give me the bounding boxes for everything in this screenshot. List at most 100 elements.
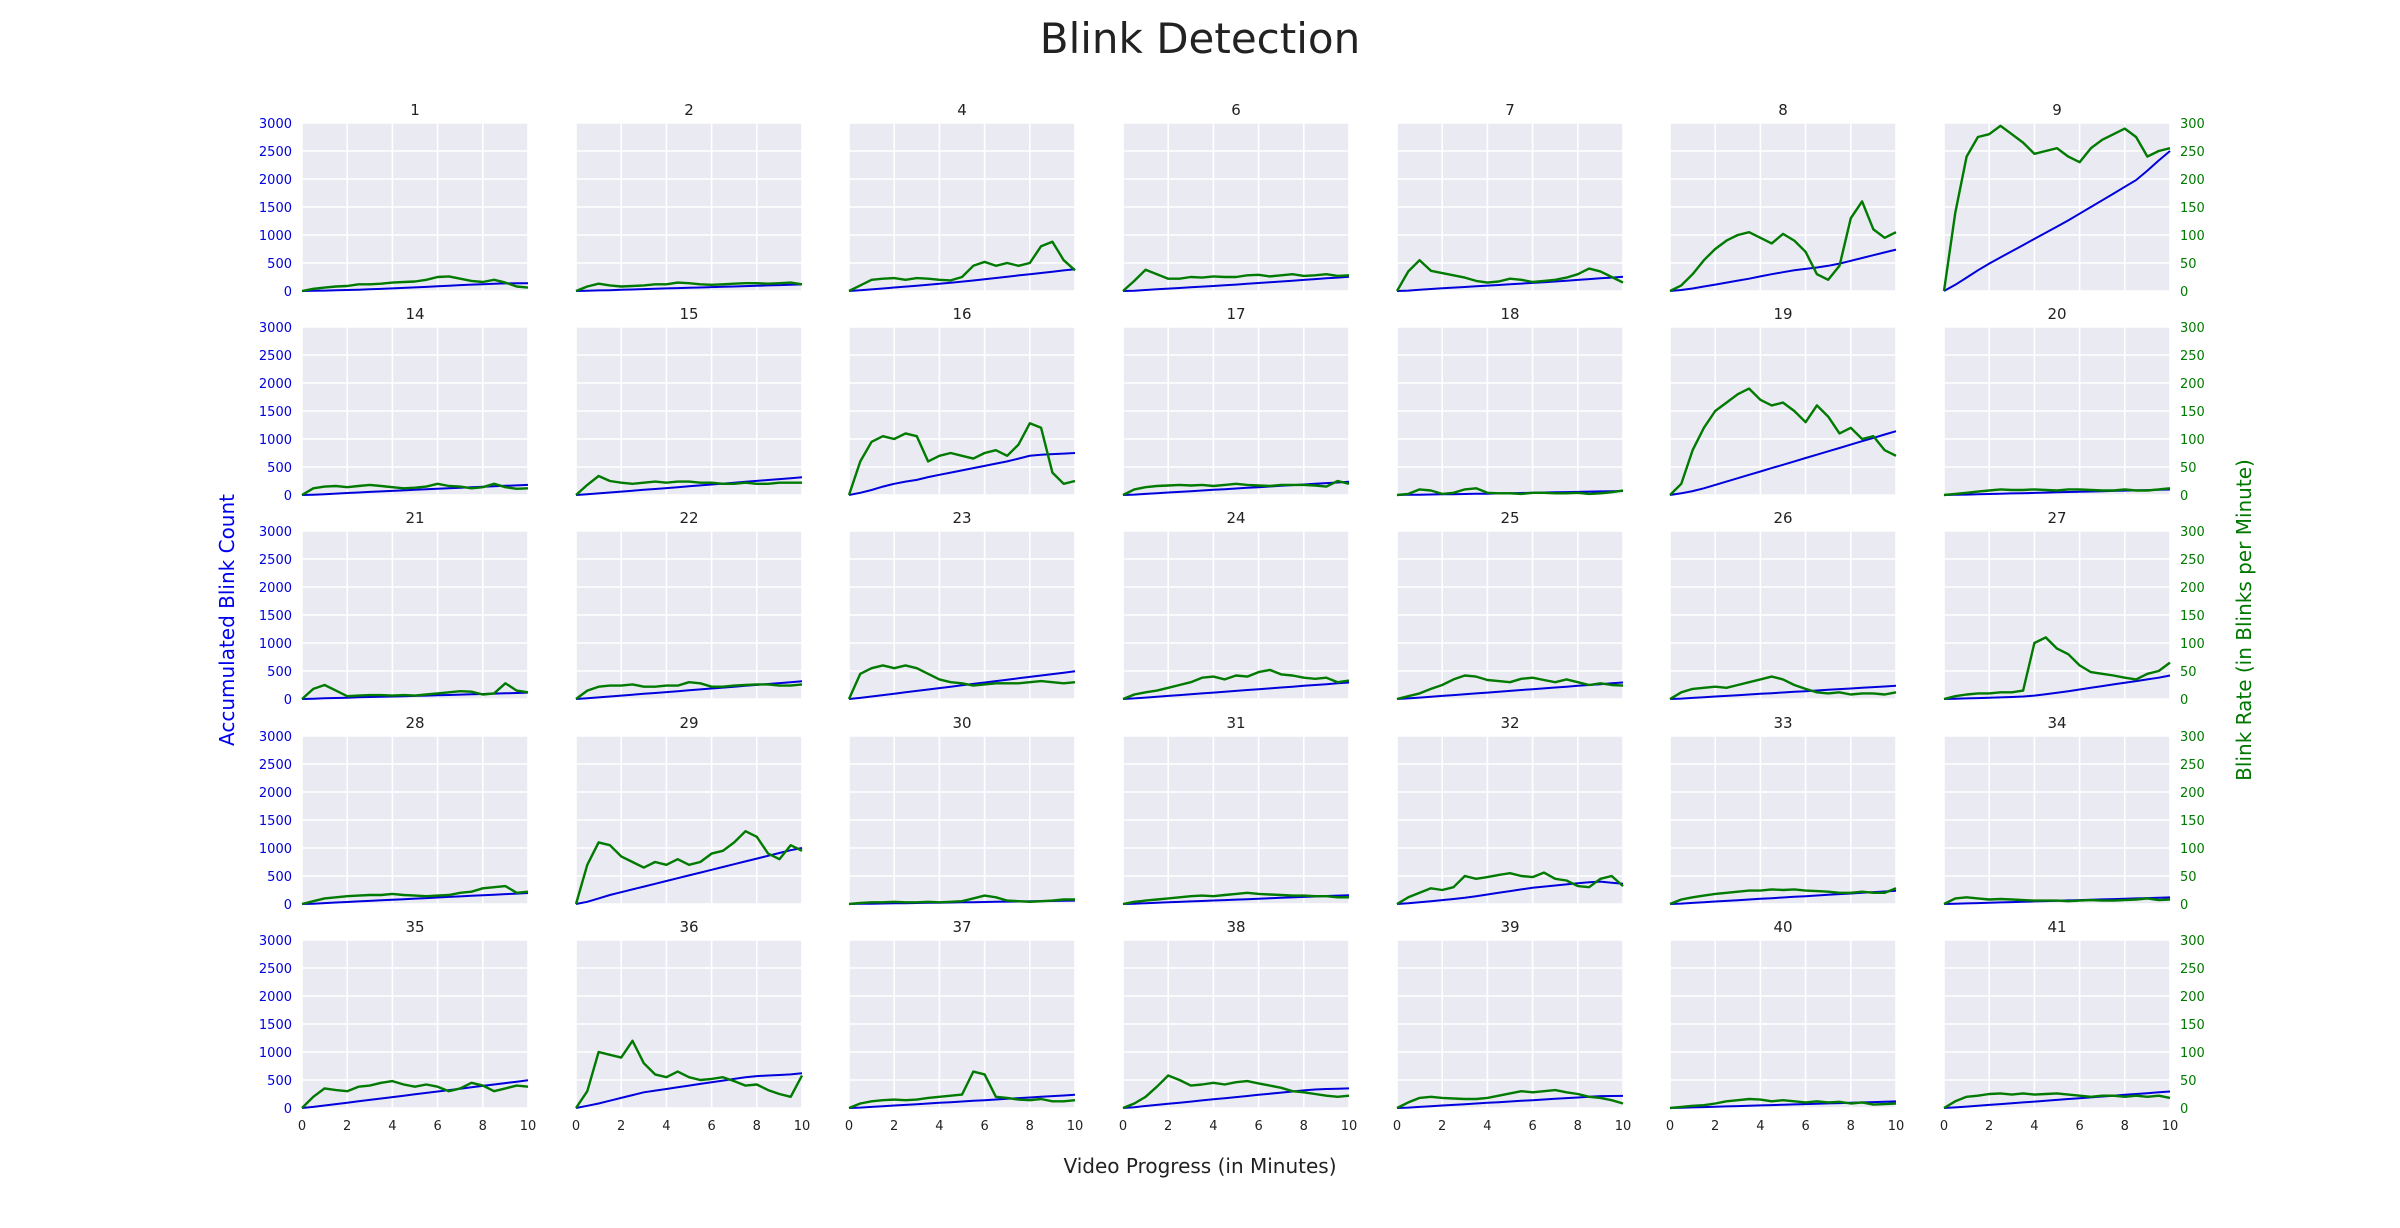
- panel-label: 37: [952, 918, 971, 936]
- right-tick-label: 50: [2180, 257, 2197, 272]
- left-axis-label: Accumulated Blink Count: [215, 493, 239, 747]
- right-tick-label: 100: [2180, 1046, 2205, 1061]
- left-tick-label: 2500: [259, 758, 292, 773]
- left-tick-label: 500: [267, 257, 292, 272]
- panel-label: 7: [1505, 101, 1515, 119]
- rate-series-line: [1396, 487, 1624, 497]
- left-tick-label: 3000: [259, 934, 292, 949]
- panel-40: 40 0 2 4 6 8 10: [1666, 918, 1904, 1134]
- rate-series-line: [847, 664, 1076, 700]
- right-tick-label: 50: [2180, 461, 2197, 476]
- rate-series-line: [1942, 124, 2171, 292]
- rate-series-line: [1943, 636, 2171, 701]
- right-tick-label: 150: [2180, 609, 2205, 624]
- count-series-line: [1122, 1087, 1350, 1109]
- rate-series-line: [848, 1070, 1076, 1110]
- panel-14: 14 0 500 1000 1500 2000 2500 3000: [259, 305, 529, 504]
- left-tick-label: 1500: [259, 1018, 292, 1033]
- rate-series-line: [1669, 887, 1897, 906]
- rate-series-line: [301, 884, 529, 906]
- panel-4: 4: [848, 101, 1076, 293]
- x-tick-label: 10: [1067, 1119, 1084, 1134]
- rate-series-line: [1395, 259, 1624, 292]
- x-tick-label: 8: [1026, 1119, 1034, 1134]
- panel-label: 17: [1226, 305, 1245, 323]
- right-tick-label: 50: [2180, 665, 2197, 680]
- panel-label: 29: [679, 714, 698, 732]
- left-tick-label: 1000: [259, 842, 292, 857]
- right-tick-label: 0: [2180, 693, 2188, 708]
- x-tick-label: 0: [1119, 1119, 1127, 1134]
- rate-series-line: [848, 240, 1076, 293]
- panel-label: 40: [1773, 918, 1792, 936]
- left-tick-label: 500: [267, 1074, 292, 1089]
- right-tick-label: 200: [2180, 173, 2205, 188]
- rate-series-line: [301, 682, 529, 700]
- count-series-line: [848, 268, 1076, 292]
- left-tick-label: 2500: [259, 962, 292, 977]
- panel-2: 2: [575, 101, 803, 293]
- right-tick-label: 250: [2180, 553, 2205, 568]
- left-tick-label: 1000: [259, 433, 292, 448]
- rate-series-line: [1122, 668, 1350, 701]
- rate-series-line: [301, 1079, 529, 1109]
- panel-7: 7: [1395, 101, 1624, 292]
- count-series-line: [1943, 1090, 2171, 1109]
- panel-31: 31: [1122, 714, 1350, 906]
- x-tick-label: 6: [1528, 1119, 1536, 1134]
- x-tick-label: 4: [1483, 1119, 1491, 1134]
- right-tick-label: 250: [2180, 962, 2205, 977]
- count-series-line: [1669, 684, 1897, 700]
- x-tick-label: 4: [1209, 1119, 1217, 1134]
- panel-35: 35 0 500 1000 1500 2000 2500 3000 0 2 4 6 8 10: [259, 918, 536, 1134]
- left-tick-label: 1500: [259, 201, 292, 216]
- x-tick-label: 2: [617, 1119, 625, 1134]
- left-tick-label: 2000: [259, 377, 292, 392]
- rate-series-line: [847, 422, 1076, 496]
- panel-17: 17: [1122, 305, 1350, 497]
- count-series-line: [301, 282, 529, 292]
- count-series-line: [1396, 275, 1624, 292]
- right-tick-label: 0: [2180, 1102, 2188, 1117]
- right-tick-label: 200: [2180, 377, 2205, 392]
- x-tick-label: 6: [1801, 1119, 1809, 1134]
- rate-series-line: [301, 482, 529, 497]
- panel-label: 19: [1773, 305, 1792, 323]
- count-series-line: [301, 1079, 529, 1109]
- count-series-line: [575, 283, 803, 292]
- panel-18: 18: [1396, 305, 1624, 497]
- panel-39: 39 0 2 4 6 8 10: [1393, 918, 1631, 1134]
- right-tick-label: 250: [2180, 145, 2205, 160]
- panel-label: 41: [2047, 918, 2066, 936]
- count-series-line: [1943, 150, 2171, 292]
- rate-series-line: [1122, 1074, 1350, 1110]
- right-tick-label: 0: [2180, 489, 2188, 504]
- panel-34: 34 0 50 100 150 200 250 300: [1943, 714, 2205, 913]
- left-tick-label: 0: [284, 489, 292, 504]
- panel-37: 37 0 2 4 6 8 10: [845, 918, 1083, 1134]
- right-tick-label: 50: [2180, 870, 2197, 885]
- right-tick-label: 100: [2180, 637, 2205, 652]
- panel-41: 41 0 50 100 150 200 250 300 0 2 4 6 8 10: [1940, 918, 2205, 1134]
- panel-28: 28 0 500 1000 1500 2000 2500 3000: [259, 714, 529, 913]
- panel-label: 30: [952, 714, 971, 732]
- x-tick-label: 0: [572, 1119, 580, 1134]
- x-tick-label: 8: [1847, 1119, 1855, 1134]
- panel-33: 33: [1669, 714, 1897, 906]
- panel-label: 18: [1500, 305, 1519, 323]
- right-tick-label: 0: [2180, 285, 2188, 300]
- x-tick-label: 2: [890, 1119, 898, 1134]
- panel-label: 4: [957, 101, 967, 119]
- x-tick-label: 4: [388, 1119, 396, 1134]
- left-tick-label: 2500: [259, 145, 292, 160]
- rate-series-line: [1943, 487, 2171, 497]
- rate-series-line: [1396, 674, 1624, 701]
- count-series-line: [848, 452, 1076, 496]
- panel-label: 27: [2047, 509, 2066, 527]
- count-series-line: [301, 483, 529, 496]
- right-tick-label: 150: [2180, 201, 2205, 216]
- count-series-line: [575, 847, 803, 905]
- panel-9: 9 0 50 100 150 200 250 300: [1942, 101, 2205, 300]
- right-tick-label: 150: [2180, 814, 2205, 829]
